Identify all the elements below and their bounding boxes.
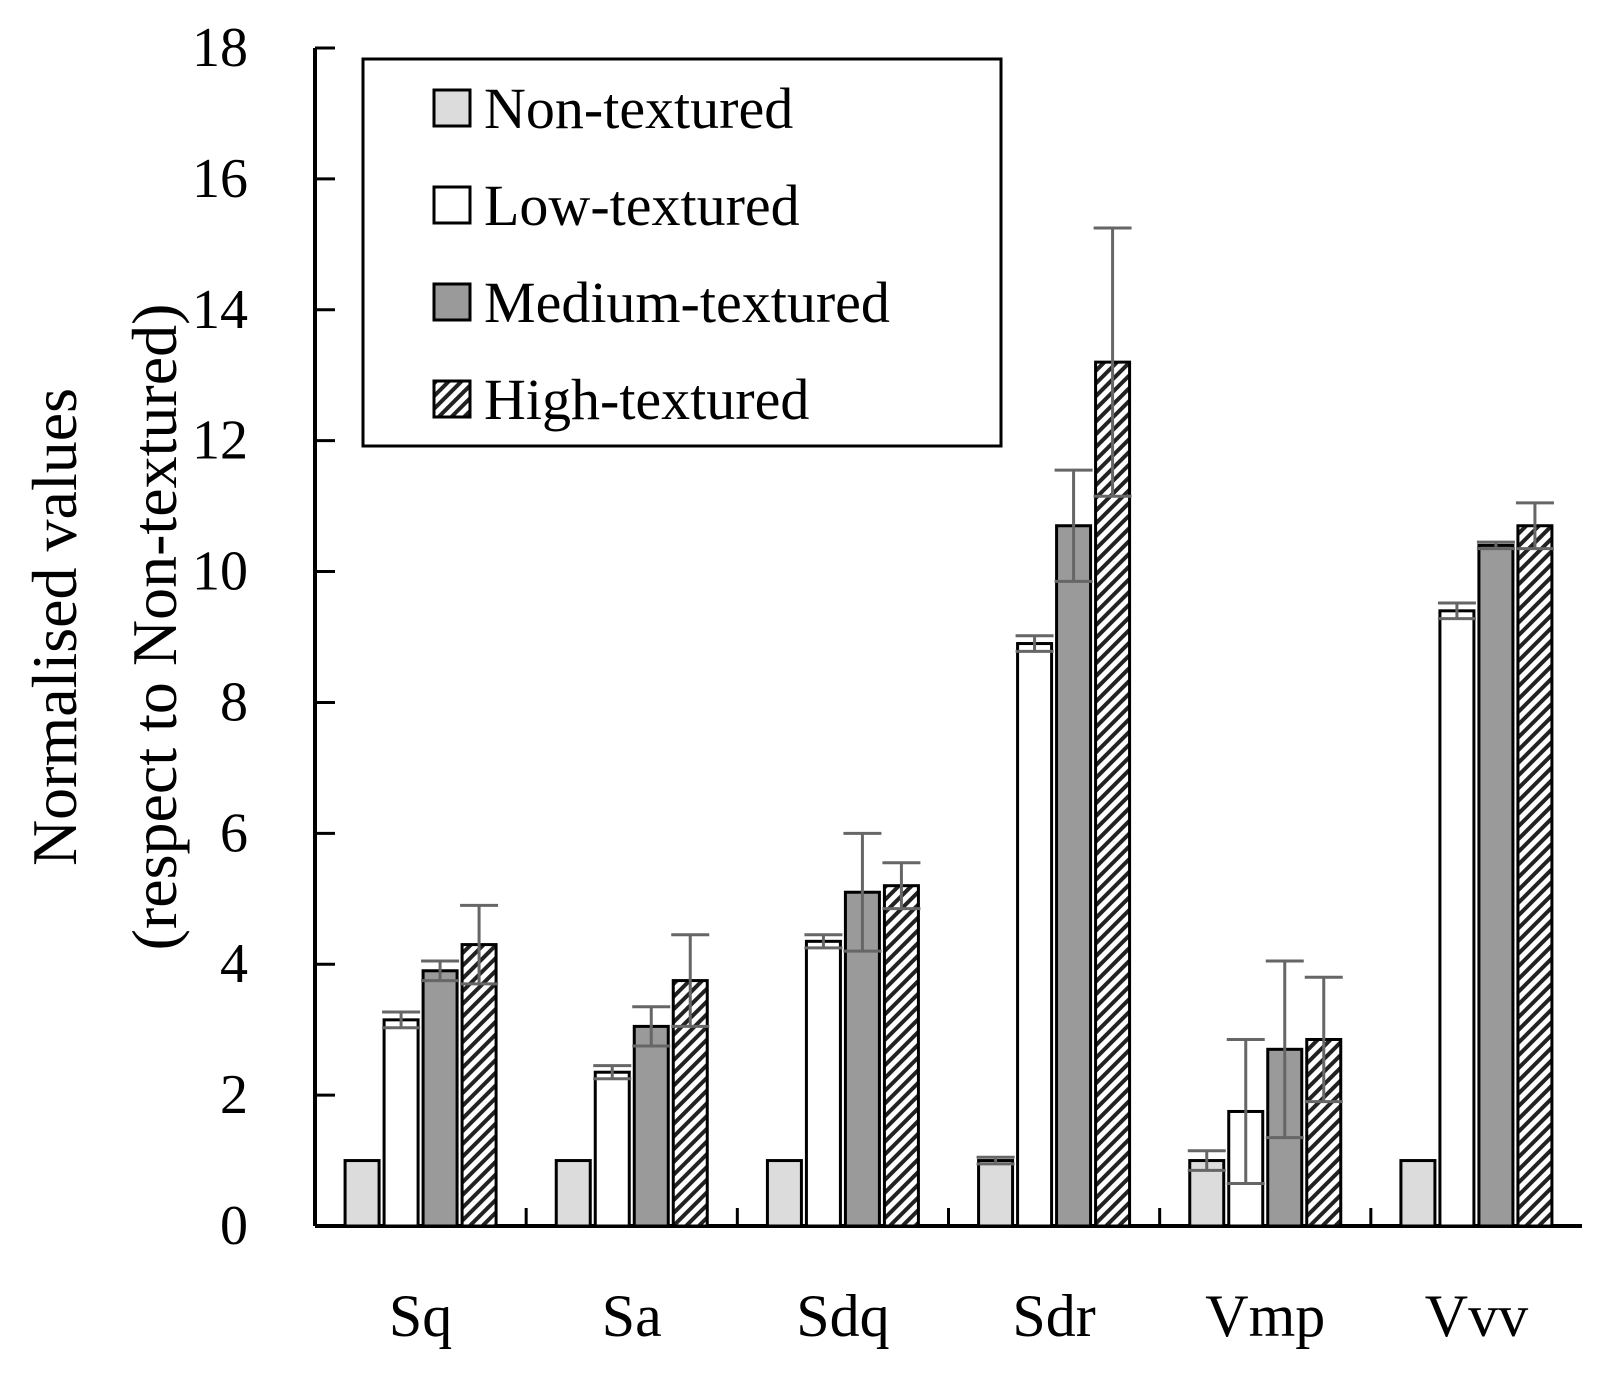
legend-label: Low-textured (484, 173, 800, 238)
legend: Non-textured Low-textured Medium-textured H… (361, 57, 1003, 448)
bar-vvv-medium-textured (1477, 543, 1515, 1228)
legend-swatch (432, 185, 472, 225)
bar-sdr-low-textured (1016, 642, 1054, 1228)
bar-sdr-non-textured (977, 1159, 1015, 1228)
category-label: Sdq (796, 1283, 889, 1349)
y-tick-label: 2 (220, 1064, 248, 1126)
bar-vvv-high-textured (1516, 524, 1554, 1228)
legend-label: Non-textured (484, 76, 793, 141)
y-tick-label: 16 (192, 148, 248, 210)
bar-sa-medium-textured (632, 1024, 670, 1228)
bar-sq-medium-textured (421, 969, 459, 1228)
y-ticks: 0 2 4 6 8 10 12 14 16 18 (192, 17, 335, 1257)
bar-sdr-high-textured (1094, 360, 1132, 1228)
axes (313, 48, 1582, 1228)
legend-swatch (432, 282, 472, 322)
x-category-labels: Sq Sa Sdq Sdr Vmp Vvv (389, 1283, 1528, 1349)
bar-sa-low-textured (593, 1070, 631, 1228)
bar-sq-low-textured (382, 1018, 420, 1228)
bar-sdr-medium-textured (1055, 524, 1093, 1228)
bar-vvv-low-textured (1438, 609, 1476, 1228)
y-tick-label: 8 (220, 671, 248, 733)
y-tick-label: 4 (220, 933, 248, 995)
bar-sa-non-textured (554, 1159, 592, 1228)
legend-label: High-textured (484, 367, 809, 432)
bar-sq-non-textured (343, 1159, 381, 1228)
y-tick-label: 6 (220, 802, 248, 864)
bar-sq-high-textured (460, 943, 498, 1228)
legend-label: Medium-textured (484, 270, 890, 335)
bar-sdq-low-textured (804, 939, 842, 1228)
category-label: Sq (389, 1283, 452, 1349)
bar-sdq-non-textured (765, 1159, 803, 1228)
category-label: Sdr (1012, 1283, 1095, 1349)
bars (343, 360, 1554, 1228)
y-tick-label: 0 (220, 1195, 248, 1257)
y-tick-label: 18 (192, 17, 248, 79)
error-bars (382, 226, 1554, 1185)
legend-swatch (432, 379, 472, 419)
y-tick-label: 12 (192, 410, 248, 472)
category-label: Sa (602, 1283, 662, 1349)
y-axis-label: Normalised values (19, 388, 90, 866)
y-tick-label: 14 (192, 279, 248, 341)
bar-sdq-high-textured (882, 884, 920, 1228)
category-label: Vvv (1425, 1283, 1528, 1349)
bar-vmp-high-textured (1305, 1037, 1343, 1228)
category-label: Vmp (1205, 1283, 1325, 1349)
y-axis-title: Normalised values (respect to Non-textur… (19, 304, 190, 951)
bar-vvv-non-textured (1399, 1159, 1437, 1228)
y-axis-sublabel: (respect to Non-textured) (119, 304, 190, 951)
legend-swatch (432, 88, 472, 128)
y-tick-label: 10 (192, 541, 248, 603)
